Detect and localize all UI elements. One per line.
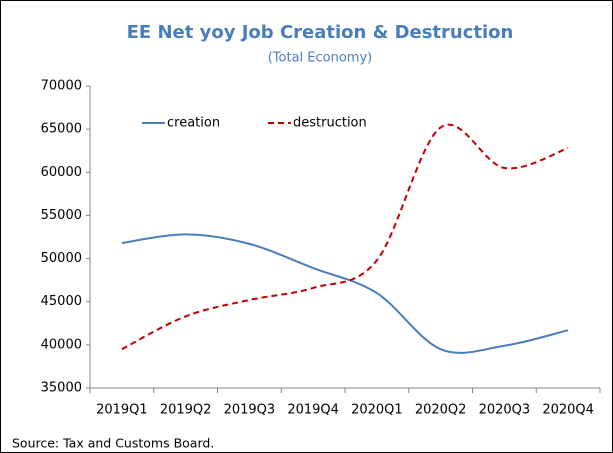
x-tick-label: 2019Q2 (160, 403, 212, 418)
x-tick-label: 2020Q3 (479, 403, 531, 418)
chart-title: EE Net yoy Job Creation & Destruction (127, 22, 514, 43)
y-tick-label: 70000 (41, 79, 82, 94)
source-note: Source: Tax and Customs Board. (12, 436, 214, 451)
y-tick-label: 45000 (41, 294, 82, 309)
chart-subtitle: (Total Economy) (268, 51, 373, 66)
y-tick-label: 50000 (41, 251, 82, 266)
x-tick-label: 2019Q3 (224, 403, 276, 418)
x-tick-label: 2019Q1 (96, 403, 148, 418)
x-tick-label: 2020Q1 (351, 403, 403, 418)
x-tick-label: 2020Q2 (415, 403, 467, 418)
y-tick-label: 35000 (41, 381, 82, 396)
series-line (121, 123, 569, 351)
legend-label: creation (167, 116, 220, 131)
y-tick-label: 65000 (41, 122, 82, 137)
series-line (121, 233, 569, 354)
y-tick-label: 55000 (41, 208, 82, 223)
legend-label: destruction (293, 116, 367, 131)
x-tick-label: 2019Q4 (287, 403, 339, 418)
x-tick-label: 2020Q4 (542, 403, 594, 418)
y-tick-label: 60000 (41, 165, 82, 180)
y-tick-label: 40000 (41, 337, 82, 352)
